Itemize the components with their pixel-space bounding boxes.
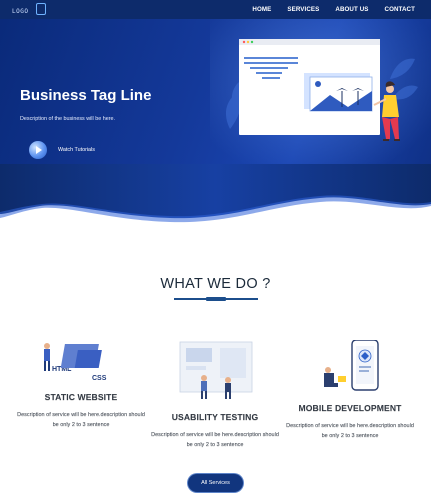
all-services-button[interactable]: All Services <box>188 474 243 492</box>
person-pointing-icon <box>373 81 400 141</box>
service-card-static-website: STATIC WEBSITE Description of service wi… <box>16 392 146 430</box>
logo[interactable]: LOGO <box>10 2 46 17</box>
service-title: USABILITY TESTING <box>171 412 259 422</box>
mobile-development-icon <box>324 340 379 391</box>
service-card-mobile-development: MOBILE DEVELOPMENT Description of servic… <box>285 403 415 441</box>
watch-tutorials-link[interactable]: Watch Tutorials <box>58 147 95 153</box>
hero-title: Business Tag Line <box>20 87 152 104</box>
section-title: WHAT WE DO ? <box>160 276 271 292</box>
top-navbar: LOGO HOME SERVICES ABOUT US CONTACT <box>0 0 431 19</box>
html-art-text: HTML <box>52 366 72 373</box>
main-menu: HOME SERVICES ABOUT US CONTACT <box>244 0 423 19</box>
css-art-text: CSS <box>92 375 107 382</box>
service-title: STATIC WEBSITE <box>44 392 118 402</box>
logo-text: LOGO <box>12 8 29 15</box>
nav-item-home[interactable]: HOME <box>252 6 272 13</box>
service-card-usability-testing: USABILITY TESTING Description of service… <box>150 412 280 450</box>
service-description: Description of service will be here.desc… <box>286 423 414 439</box>
hero-banner: Business Tag Line Description of the bus… <box>0 19 431 179</box>
service-title: MOBILE DEVELOPMENT <box>298 403 402 413</box>
html-css-icon: HTML CSS <box>44 343 107 382</box>
service-description: Description of service will be here.desc… <box>17 412 145 428</box>
nav-item-about-us[interactable]: ABOUT US <box>335 6 369 13</box>
play-icon <box>36 146 42 154</box>
hero-wave-divider <box>0 164 431 223</box>
hero-illustration <box>225 39 418 141</box>
play-video-button[interactable] <box>29 141 47 159</box>
browser-window-icon <box>239 39 380 135</box>
title-underline-accent <box>206 297 226 301</box>
hero-description: Description of the business will be here… <box>20 116 115 122</box>
nav-item-services[interactable]: SERVICES <box>287 6 320 13</box>
service-description: Description of service will be here.desc… <box>151 432 279 448</box>
usability-testing-icon <box>179 341 253 399</box>
nav-item-contact[interactable]: CONTACT <box>384 6 415 13</box>
logo-mark-icon <box>36 3 46 15</box>
